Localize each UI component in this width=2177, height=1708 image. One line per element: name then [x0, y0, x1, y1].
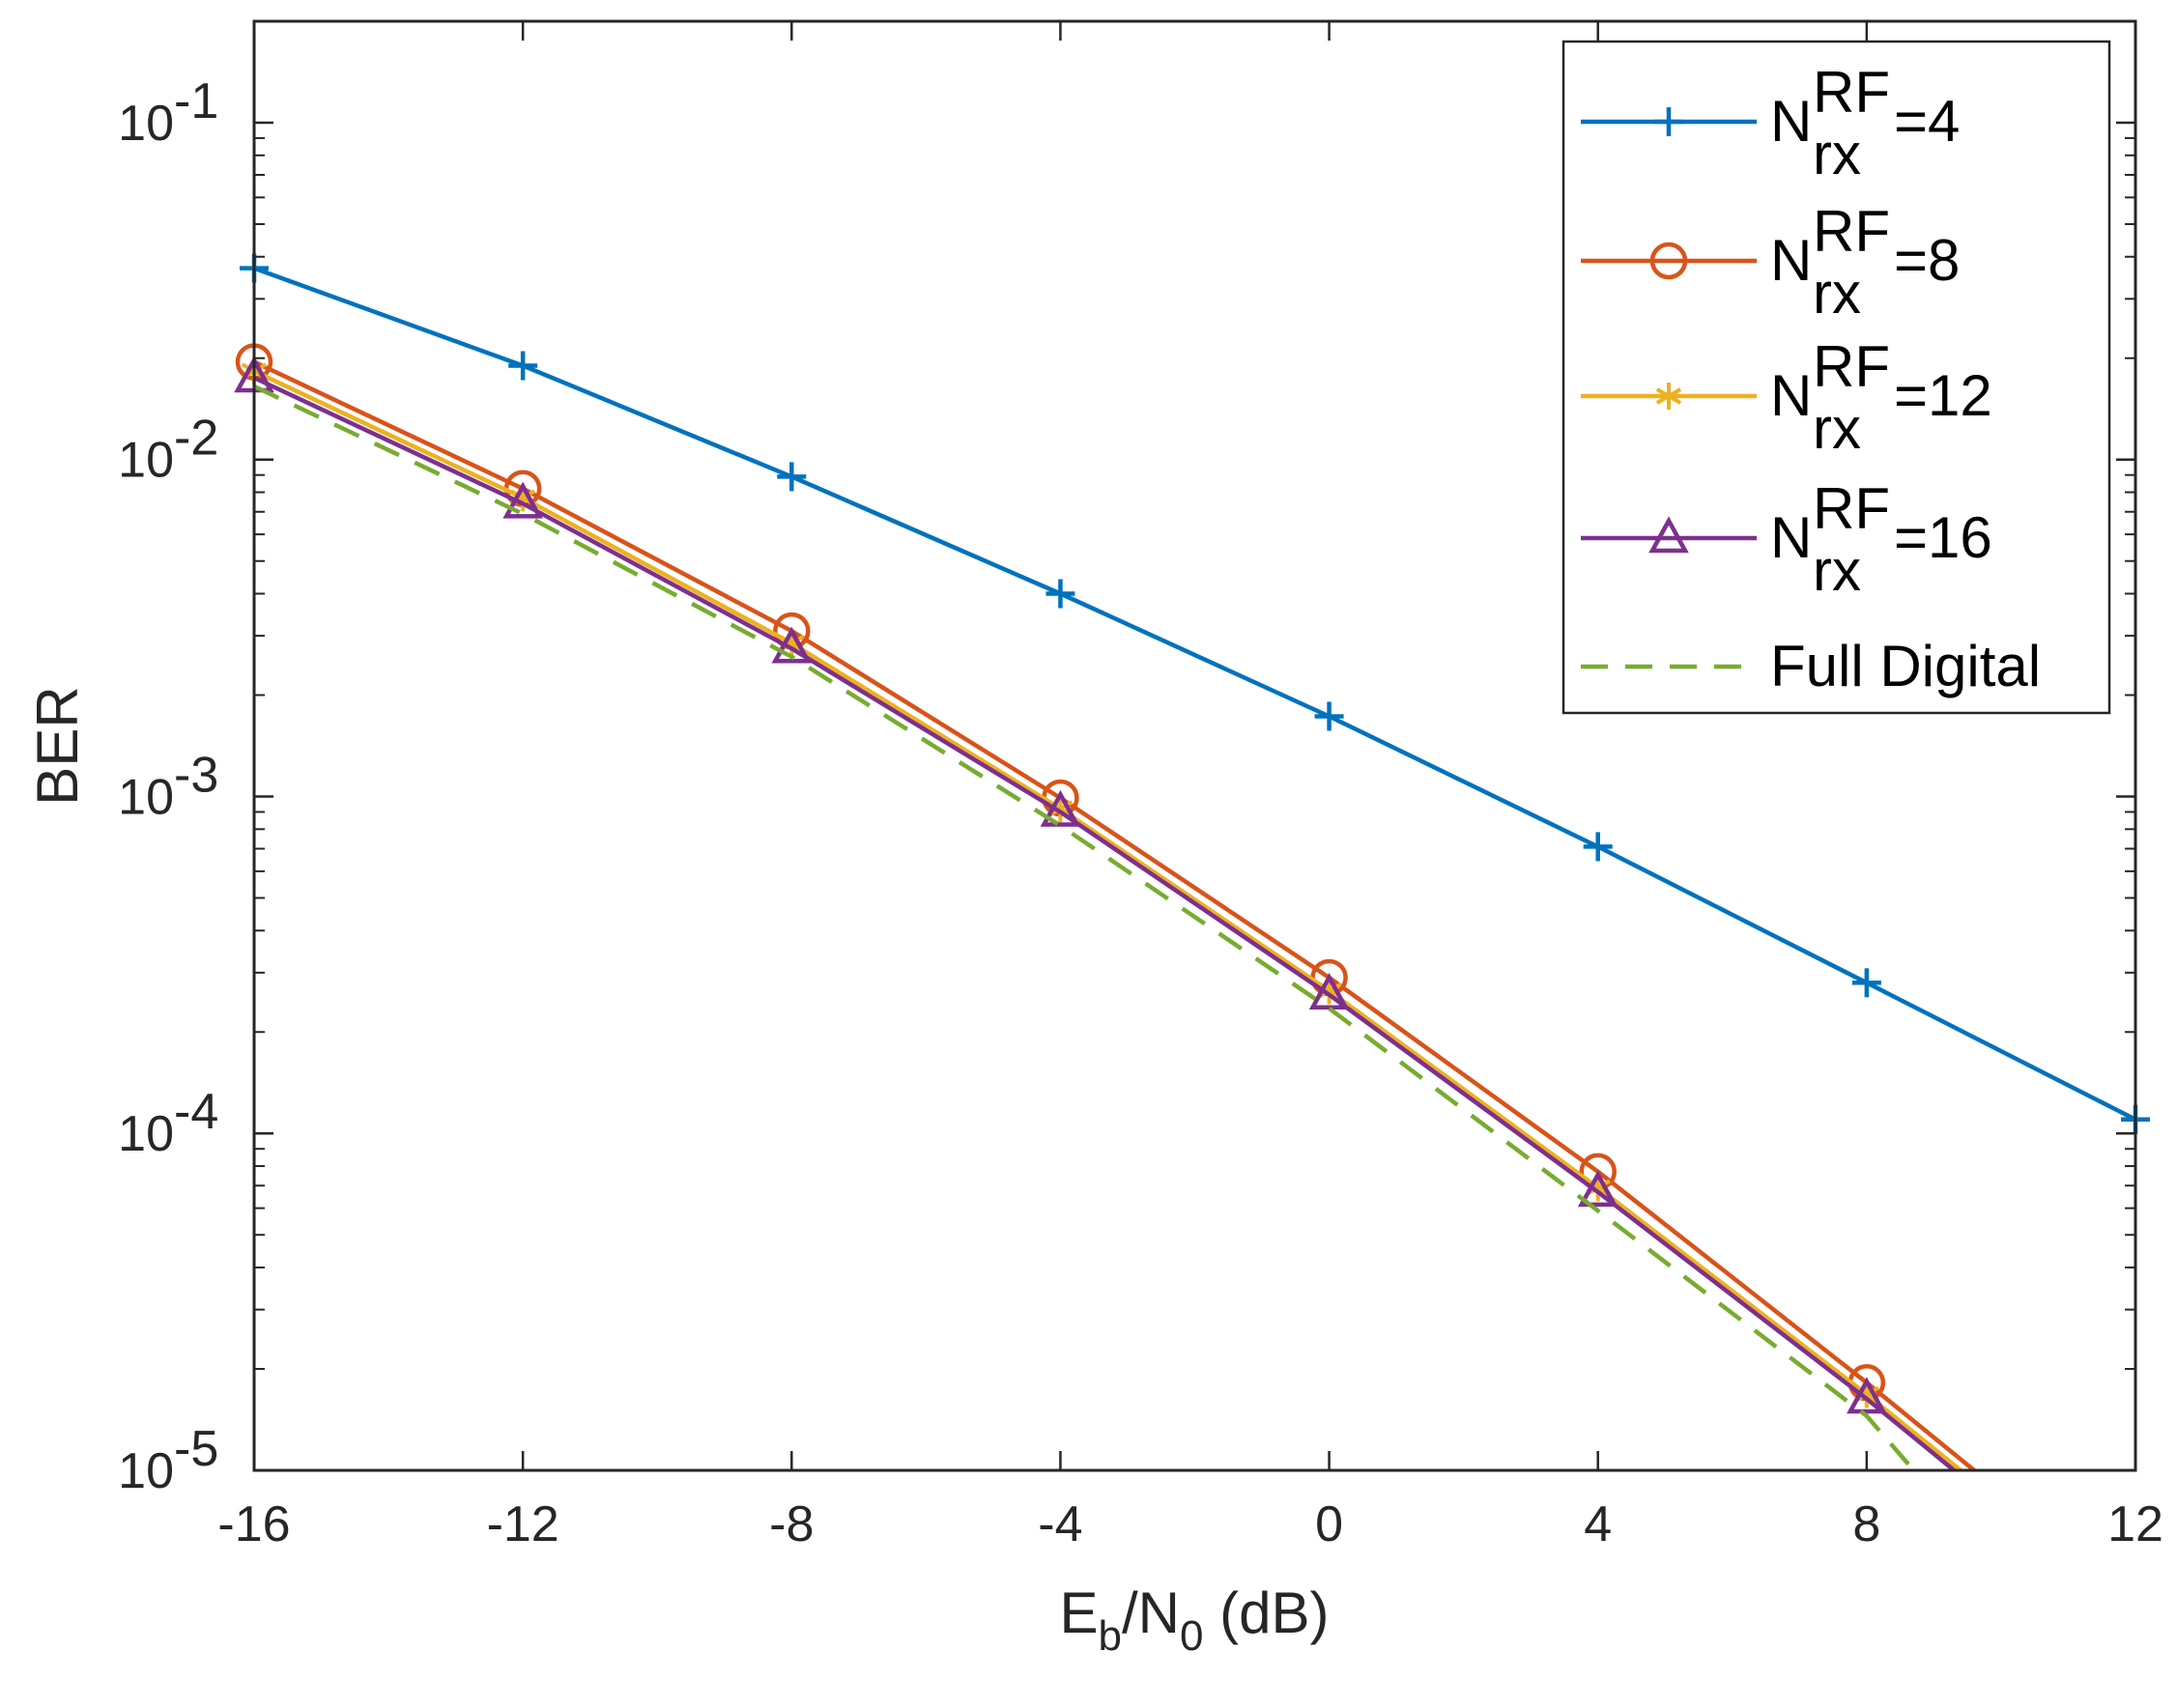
y-tick-label-0: 10: [118, 96, 174, 152]
y-tick-exponent-3: -4: [174, 1084, 218, 1140]
y-tick-label-2: 10: [118, 769, 174, 825]
y-tick-exponent-0: -1: [174, 73, 218, 129]
legend-label-sup-rf4: RF: [1813, 60, 1890, 125]
legend-label-rf8: N: [1770, 228, 1812, 293]
legend-label-value-rf4: =4: [1894, 89, 1960, 154]
y-tick-label-1: 10: [118, 433, 174, 489]
x-tick-label-6: 8: [1852, 1496, 1880, 1552]
series-line-rf8: [253, 359, 1976, 1472]
y-tick-exponent-2: -3: [174, 747, 218, 803]
legend-label-sub-rf4: rx: [1813, 122, 1861, 186]
x-tick-labels: -16 -12 -8 -4 0 4 8 12: [217, 1496, 2163, 1552]
x-tick-label-7: 12: [2107, 1496, 2163, 1552]
legend-label-sub-rf12: rx: [1813, 396, 1861, 461]
series-line-rf16: [253, 375, 1956, 1472]
legend-label-sup-rf8: RF: [1813, 199, 1890, 264]
y-tick-label-3: 10: [118, 1106, 174, 1162]
point-rf4-3: [1046, 579, 1075, 609]
x-tick-label-2: -8: [769, 1496, 814, 1552]
axis-ticks: [252, 20, 2137, 1472]
point-rf4-1: [508, 351, 538, 381]
point-rf16-5: [1577, 1170, 1618, 1208]
legend-marker-rf12: [1655, 383, 1682, 410]
point-rf4-5: [1583, 832, 1613, 862]
y-tick-labels: 10-110-210-310-410-5: [118, 73, 218, 1499]
series-rf12: [241, 357, 1962, 1472]
y-axis-title: BER: [25, 686, 90, 805]
legend-label-rf4: N: [1770, 89, 1812, 154]
axes-box: [252, 19, 2137, 1472]
legend-label-sub-rf16: rx: [1813, 538, 1861, 603]
legend-label-value-rf12: =12: [1894, 363, 1992, 428]
legend-label-value-rf8: =8: [1894, 228, 1960, 293]
series-line-rf4: [253, 266, 2137, 1122]
point-rf16-4: [1308, 973, 1350, 1010]
point-rf16-1: [502, 481, 543, 519]
y-tick-label-4: 10: [118, 1443, 174, 1499]
series-line-rf12: [253, 369, 1962, 1472]
y-tick-exponent-4: -5: [174, 1421, 218, 1477]
legend-entry-full: Full Digital: [1581, 634, 2041, 698]
legend-label-rf12: N: [1770, 363, 1812, 428]
legend-box: [1561, 40, 2111, 715]
x-tick-label-1: -12: [487, 1496, 559, 1552]
legend-label-sup-rf12: RF: [1813, 334, 1890, 399]
series-rf16: [234, 356, 1956, 1472]
y-tick-exponent-1: -2: [174, 411, 218, 467]
legend-label-sub-rf8: rx: [1813, 261, 1861, 326]
point-rf4-4: [1314, 701, 1344, 731]
x-tick-label-0: -16: [217, 1496, 290, 1552]
legend-marker-rf16: [1648, 516, 1689, 554]
x-axis-title: Eb/N0 (dB): [1059, 1580, 1329, 1660]
legend-marker-rf4: [1654, 107, 1683, 136]
x-tick-label-5: 4: [1584, 1496, 1612, 1552]
legend-label-rf16: N: [1770, 505, 1812, 570]
x-tick-label-3: -4: [1038, 1496, 1082, 1552]
point-rf4-2: [777, 462, 807, 492]
x-tick-label-4: 0: [1315, 1496, 1343, 1552]
legend-label-value-rf16: =16: [1894, 505, 1992, 570]
point-rf16-6: [1847, 1377, 1887, 1414]
series-full: [253, 384, 1916, 1472]
legend-marker-rf8: [1649, 242, 1688, 280]
point-rf4-6: [1851, 968, 1881, 998]
point-rf16-3: [1040, 789, 1081, 827]
legend-label-sup-rf16: RF: [1813, 476, 1890, 541]
legend-label-full: Full Digital: [1770, 634, 2041, 698]
series-line-full: [253, 384, 1916, 1472]
point-rf16-2: [771, 626, 813, 664]
